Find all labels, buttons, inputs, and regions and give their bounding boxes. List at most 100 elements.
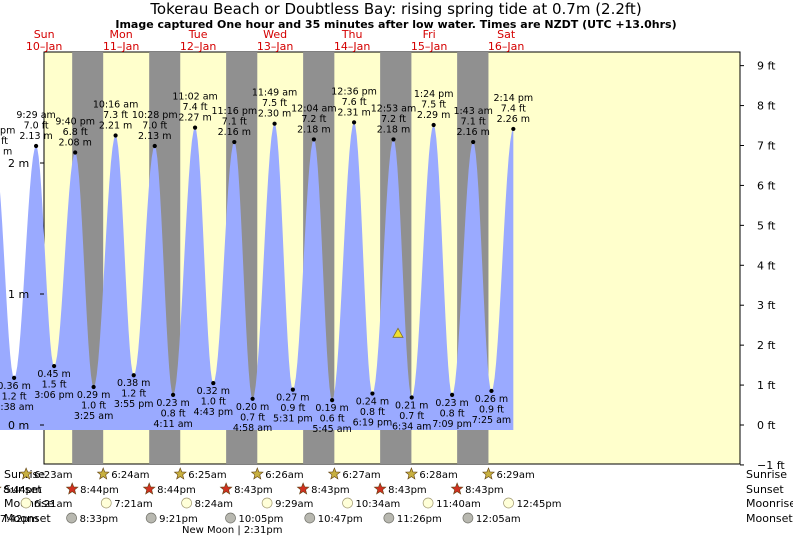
low-tide-label: 0.23 m: [435, 398, 468, 409]
moonrise-icon: [100, 497, 112, 509]
chart-title: Tokerau Beach or Doubtless Bay: rising s…: [149, 0, 641, 18]
moonset-icon: [383, 512, 395, 524]
day-name: Wed: [263, 28, 287, 41]
moonrise-time: 8:24am: [195, 499, 233, 510]
day-date: 12–Jan: [180, 40, 216, 53]
high-tide-label: 2.01 m: [0, 147, 12, 158]
row-label-right: Sunset: [746, 483, 784, 496]
sunset-time: 8:43pm: [388, 485, 427, 496]
day-name: Sat: [497, 28, 516, 41]
left-tick-label: 0 m: [8, 419, 29, 432]
sunset-icon: [219, 482, 233, 495]
right-tick-label: 8 ft: [757, 100, 776, 113]
low-tide-point: [12, 375, 17, 380]
high-tide-point: [152, 143, 157, 149]
sunset-time: 8:43pm: [234, 485, 273, 496]
high-tide-label: 12:53 am: [371, 103, 416, 114]
sunrise-icon: [96, 467, 110, 480]
low-tide-label: 6:34 am: [392, 421, 431, 432]
moonrise-time: 12:45pm: [517, 499, 562, 510]
high-tide-label: 7.0 ft: [24, 120, 49, 131]
low-tide-point: [489, 388, 494, 394]
day-date: 14–Jan: [334, 40, 370, 53]
low-tide-point: [250, 396, 255, 401]
low-tide-label: 0.8 ft: [360, 407, 385, 418]
row-label-right: Moonset: [746, 512, 793, 525]
tide-labels: 8:00 pm6.4 ft1.95 m0.44 m1.4 ft1:49 am8:…: [0, 86, 533, 435]
low-tide-label: 0.8 ft: [161, 408, 186, 419]
low-tide-label: 0.9 ft: [280, 403, 305, 414]
high-tide-point: [113, 133, 118, 138]
right-tick-label: 4 ft: [757, 259, 776, 272]
low-tide-label: 0.9 ft: [479, 404, 504, 415]
high-tide-label: 2.31 m: [337, 107, 370, 118]
right-tick-label: 5 ft: [757, 219, 776, 232]
high-tide-label: 12:36 pm: [331, 86, 377, 97]
low-tide-point: [91, 384, 96, 390]
moonset-icon: [304, 512, 316, 524]
sunrise-time: 6:23am: [34, 470, 72, 481]
high-tide-label: 6.8 ft: [63, 127, 88, 138]
high-tide-label: 2:14 pm: [494, 93, 534, 104]
new-moon-label: New Moon | 2:31pm: [182, 525, 282, 536]
high-tide-point: [272, 121, 277, 126]
sunset-time: 8:43pm: [465, 485, 504, 496]
moonrise-icon: [342, 497, 353, 509]
low-tide-label: 0.20 m: [236, 402, 269, 413]
tide-curve: [0, 122, 514, 430]
high-tide-label: 7.4 ft: [501, 103, 526, 114]
right-tick-label: 2 ft: [757, 339, 776, 352]
high-tide-point: [232, 139, 237, 145]
low-tide-label: 1.2 ft: [2, 391, 27, 402]
row-label-left: Moonset: [4, 512, 51, 525]
high-tide-label: 11:49 am: [252, 88, 297, 99]
right-tick-label: 0 ft: [757, 419, 776, 432]
moonset-time: 7:42pm: [0, 514, 38, 525]
high-tide-label: 7.5 ft: [421, 100, 446, 111]
low-tide-label: 0.36 m: [0, 381, 31, 392]
low-tide-point: [409, 395, 414, 400]
low-tide-label: 0.6 ft: [320, 414, 345, 425]
sunrise-time: 6:28am: [419, 470, 457, 481]
high-tide-label: 2.08 m: [58, 138, 91, 149]
low-tide-label: 0.8 ft: [440, 408, 465, 419]
sunrise-icon: [482, 467, 495, 480]
high-tide-label: 2.29 m: [417, 110, 450, 121]
moonset-time: 12:05am: [476, 514, 521, 525]
low-tide-label: 0.21 m: [395, 400, 428, 411]
left-tick-label: 2 m: [8, 157, 29, 170]
high-tide-point: [311, 137, 316, 142]
high-tide-label: 6.6 ft: [0, 136, 8, 147]
chart-subtitle: Image captured One hour and 35 minutes a…: [115, 18, 676, 31]
moonrise-time: 6:21am: [34, 499, 72, 510]
high-tide-point: [391, 137, 396, 142]
high-tide-point: [351, 120, 357, 125]
sunset-icon: [373, 482, 387, 495]
day-labels: Fri08–JanSat09–JanSun10–JanMon11–JanTue1…: [26, 28, 524, 53]
high-tide-label: 9:40 pm: [55, 117, 95, 128]
low-tide-label: 1.2 ft: [121, 389, 146, 400]
low-tide-label: 0.26 m: [475, 394, 508, 405]
high-tide-label: 2.26 m: [497, 114, 530, 125]
low-tide-label: 3:06 pm: [34, 390, 74, 401]
high-tide-label: 7.0 ft: [142, 120, 167, 131]
high-tide-point: [431, 122, 436, 128]
moonset-icon: [462, 512, 474, 524]
row-label-right: Moonrise: [746, 497, 793, 510]
sunset-time: 8:44pm: [80, 485, 119, 496]
sunset-icon: [142, 482, 156, 495]
high-tide-label: 9:29 am: [16, 110, 55, 121]
high-tide-label: 2.27 m: [178, 113, 211, 124]
moonrise-icon: [422, 497, 434, 509]
moonrise-icon: [503, 497, 514, 509]
day-name: Fri: [423, 28, 436, 41]
sunrise-time: 6:24am: [111, 470, 149, 481]
high-tide-label: 11:02 am: [172, 92, 217, 103]
moonset-time: 9:21pm: [159, 514, 198, 525]
tide-area: [0, 122, 514, 430]
high-tide-label: 10:16 am: [93, 99, 138, 110]
high-tide-label: 7.1 ft: [461, 117, 486, 128]
sunset-icon: [296, 482, 310, 495]
day-name: Tue: [188, 28, 208, 41]
right-tick-label: 1 ft: [757, 379, 776, 392]
